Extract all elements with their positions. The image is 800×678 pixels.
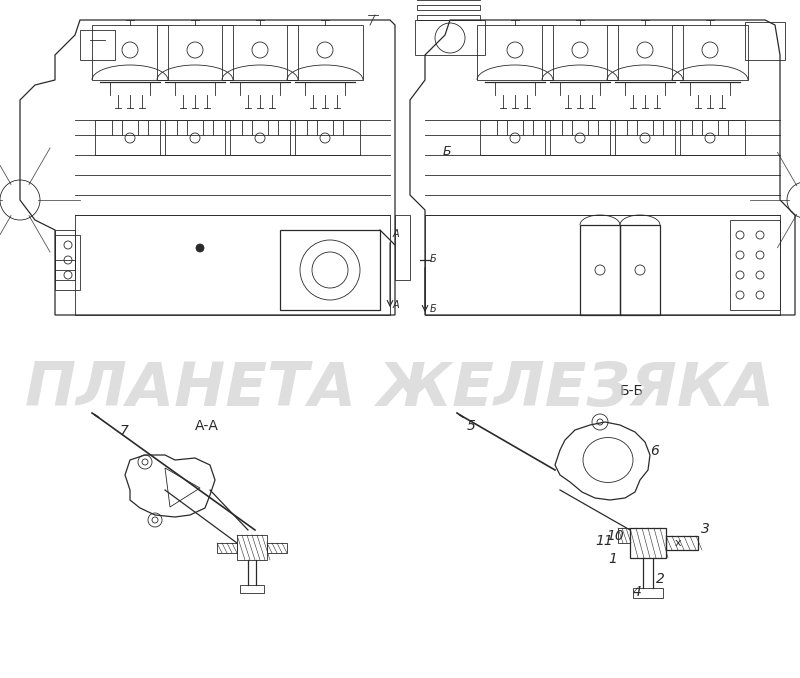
Text: А-А: А-А (195, 419, 219, 433)
Text: А: А (393, 229, 400, 239)
Text: А: А (393, 300, 400, 310)
Text: 10: 10 (606, 529, 624, 543)
Text: x: x (674, 538, 682, 548)
Text: 4: 4 (633, 585, 642, 599)
Text: 7: 7 (120, 424, 129, 438)
Text: ПЛАНЕТА ЖЕЛЕЗЯКА: ПЛАНЕТА ЖЕЛЕЗЯКА (26, 360, 774, 420)
Text: 3: 3 (701, 522, 710, 536)
Text: 1: 1 (608, 552, 617, 566)
Text: Б: Б (443, 145, 452, 158)
Text: 2: 2 (656, 572, 665, 586)
Text: 5: 5 (467, 419, 476, 433)
Text: 11: 11 (595, 534, 613, 548)
Text: 6: 6 (650, 444, 659, 458)
Text: Б-Б: Б-Б (620, 384, 644, 398)
Text: Б: Б (430, 254, 437, 264)
Circle shape (196, 244, 204, 252)
Text: Б: Б (430, 304, 437, 314)
